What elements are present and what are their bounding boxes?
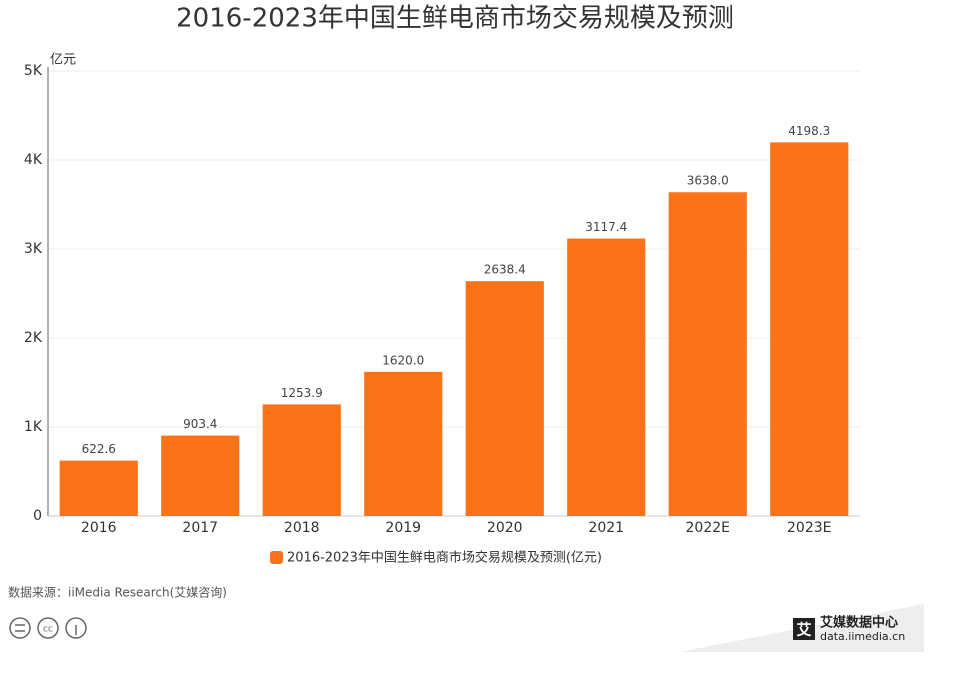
bar: [364, 371, 443, 516]
logo-name: 艾媒数据中心: [820, 615, 898, 631]
legend-swatch: [270, 551, 283, 564]
value-label: 1620.0: [382, 353, 424, 367]
x-tick-label: 2021: [588, 520, 624, 536]
y-tick-label: 0: [33, 508, 42, 524]
source: 数据来源：iiMedia Research(艾媒咨询): [8, 585, 227, 600]
license-icons: [9, 617, 87, 639]
bar: [770, 142, 849, 516]
bar: [668, 192, 747, 516]
bar: [465, 281, 544, 516]
value-label: 622.6: [82, 442, 116, 456]
value-label: 2638.4: [484, 263, 526, 277]
y-tick-label: 4K: [24, 152, 43, 168]
x-tick-label: 2019: [385, 520, 421, 536]
x-tick-label: 2018: [284, 520, 320, 536]
bar: [567, 238, 646, 517]
x-tick-label: 2022E: [686, 520, 730, 536]
y-tick-label: 5K: [24, 63, 43, 79]
bar: [59, 460, 138, 516]
value-label: 903.4: [183, 417, 217, 431]
x-tick-label: 2017: [182, 520, 218, 536]
bar: [262, 404, 341, 516]
x-tick-label: 2016: [81, 520, 117, 536]
value-label: 3117.4: [585, 220, 627, 234]
y-tick-label: 1K: [24, 419, 43, 435]
legend-label: 2016-2023年中国生鲜电商市场交易规模及预测(亿元): [287, 550, 602, 566]
bar: [161, 435, 240, 516]
y-unit: 亿元: [50, 53, 76, 68]
logo-box: [793, 618, 815, 640]
x-tick-label: 2020: [487, 520, 523, 536]
value-label: 3638.0: [687, 174, 729, 188]
logo-icon: 艾: [796, 621, 811, 639]
value-label: 4198.3: [788, 124, 830, 138]
cc-icon: cc: [43, 625, 53, 635]
y-tick-label: 2K: [24, 330, 43, 346]
y-tick-label: 3K: [24, 241, 43, 257]
chart-title: 2016-2023年中国生鲜电商市场交易规模及预测: [176, 4, 734, 34]
value-label: 1253.9: [281, 386, 323, 400]
x-tick-label: 2023E: [787, 520, 831, 536]
logo-url: data.iimedia.cn: [820, 630, 905, 643]
